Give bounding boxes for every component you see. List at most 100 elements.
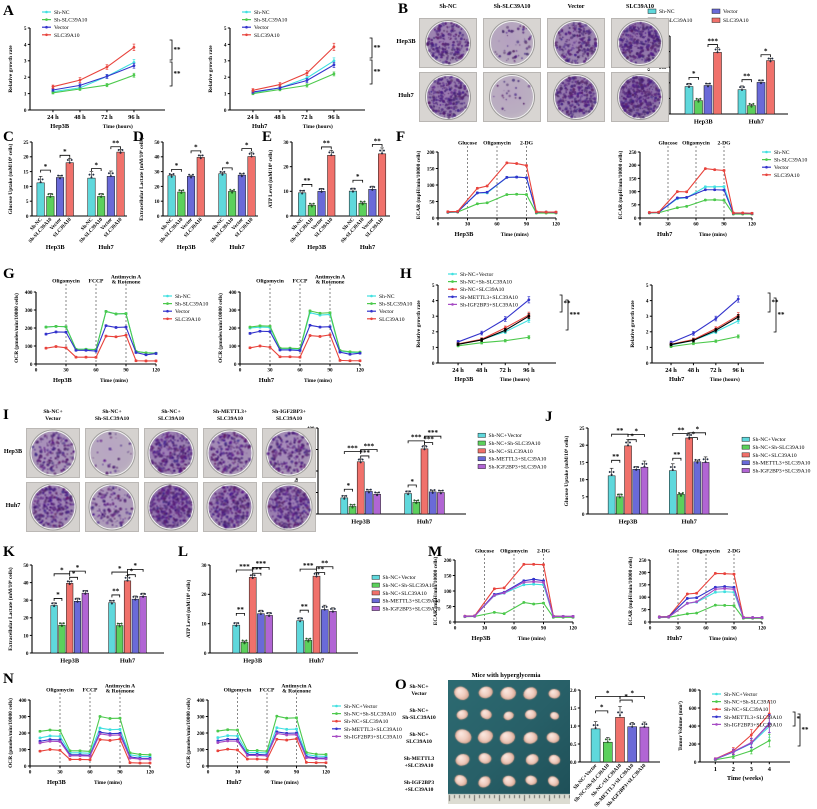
svg-text:15: 15 [23, 170, 29, 176]
panel-o-row-label: Sh-NC+ Vector [392, 684, 446, 697]
svg-text:Relative growth rate: Relative growth rate [8, 45, 14, 93]
svg-text:Time (mins): Time (mins) [518, 635, 546, 642]
panel-o-row-label: Sh-METTL3 +SLC39A10 [392, 756, 446, 769]
colony-well-image [144, 428, 198, 478]
colony-well-image [419, 72, 477, 122]
svg-text:1: 1 [24, 92, 27, 98]
svg-text:Sh-NC+Vector: Sh-NC+Vector [753, 437, 786, 443]
svg-text:0.5: 0.5 [570, 742, 577, 748]
svg-text:30: 30 [482, 626, 488, 632]
svg-text:72 h: 72 h [301, 114, 313, 121]
svg-text:50: 50 [429, 199, 435, 205]
svg-text:*: * [600, 704, 604, 712]
svg-text:Hep3B: Hep3B [619, 519, 639, 526]
svg-text:Sh-NC+Vector: Sh-NC+Vector [460, 272, 493, 278]
svg-text:50: 50 [446, 604, 452, 610]
svg-text:Time (hours): Time (hours) [710, 376, 740, 383]
svg-text:2: 2 [432, 330, 435, 336]
svg-text:**: ** [174, 46, 182, 54]
svg-text:Sh-SLC39A10: Sh-SLC39A10 [175, 302, 208, 308]
chart-O-weight: 0.00.51.01.52.0Tumor weight (g)Sh-NC+Vec… [555, 688, 660, 809]
panel-b-row-header: Hep3B [394, 38, 418, 45]
svg-text:FCCP: FCCP [89, 279, 104, 285]
svg-text:Hep3B: Hep3B [455, 231, 475, 238]
svg-text:Sh-NC+SLC39A10: Sh-NC+SLC39A10 [489, 449, 533, 455]
svg-text:ECAR (mpH/min/10000 cells): ECAR (mpH/min/10000 cells) [617, 151, 624, 220]
svg-text:SLC39A10: SLC39A10 [175, 317, 201, 323]
svg-text:100: 100 [444, 589, 452, 595]
svg-text:ECAR (mpH/min/10000 cells): ECAR (mpH/min/10000 cells) [415, 151, 422, 220]
svg-text:**: ** [237, 606, 245, 614]
svg-text:20: 20 [23, 616, 29, 622]
svg-text:Huh7: Huh7 [749, 119, 765, 126]
svg-text:Sh-METTL3+SLC39A10: Sh-METTL3+SLC39A10 [753, 461, 811, 467]
chart-M: 050100150200ECAR (mpH/min/10000 cells)0 3… [432, 549, 577, 643]
chart-F: 0 50 100 150 200 ECAR (mpH/min/10000 cells) 0 3… [415, 141, 560, 239]
svg-text:120: 120 [322, 770, 330, 776]
svg-text:90: 90 [117, 770, 123, 776]
chart-M2: 050100150200250ECAR (mpH/min/10000 cells… [627, 549, 766, 643]
svg-text:120: 120 [758, 626, 766, 632]
svg-text:Sh-METTL3+SLC39A10: Sh-METTL3+SLC39A10 [489, 457, 547, 463]
colony-well-image [483, 72, 541, 122]
svg-text:& Rotenone: & Rotenone [106, 689, 135, 695]
svg-text:Time (weeks): Time (weeks) [727, 775, 763, 782]
svg-text:120: 120 [569, 626, 577, 632]
panel-b-col-header: SLC39A10 [611, 4, 669, 10]
svg-text:Huh7: Huh7 [669, 376, 685, 383]
svg-text:SLC39A10: SLC39A10 [774, 173, 800, 179]
colony-well-image [144, 482, 198, 532]
svg-text:20: 20 [283, 165, 289, 171]
svg-text:30: 30 [465, 222, 471, 228]
svg-text:**: ** [304, 177, 312, 185]
svg-text:5: 5 [24, 26, 27, 32]
svg-text:Oligomycin: Oligomycin [256, 279, 285, 285]
svg-text:0: 0 [437, 222, 440, 228]
svg-text:2-DG: 2-DG [727, 549, 741, 555]
svg-text:90: 90 [327, 368, 333, 374]
svg-text:Sh-SLC39A10: Sh-SLC39A10 [54, 18, 87, 24]
svg-text:400: 400 [229, 290, 237, 296]
svg-text:OCR (pmoles/min/10000 cells): OCR (pmoles/min/10000 cells) [217, 293, 224, 363]
svg-text:48 h: 48 h [74, 114, 86, 121]
panel-i-col-header: Sh-METTL3+ SLC39A10 [199, 409, 261, 423]
svg-text:Sh-NC+Sh-SLC39A10: Sh-NC+Sh-SLC39A10 [489, 441, 541, 447]
svg-text:30: 30 [201, 563, 207, 569]
svg-text:90: 90 [524, 222, 530, 228]
svg-text:Time (hours): Time (hours) [500, 376, 530, 383]
svg-text:Time (mins): Time (mins) [709, 635, 737, 642]
svg-text:400: 400 [197, 698, 205, 704]
svg-text:1.5: 1.5 [570, 706, 577, 712]
svg-text:30: 30 [267, 368, 273, 374]
svg-text:& Rotenone: & Rotenone [112, 280, 141, 286]
svg-text:48 h: 48 h [688, 367, 700, 374]
svg-text:SLC39A10: SLC39A10 [379, 317, 405, 323]
svg-text:Time (mins): Time (mins) [699, 231, 727, 238]
svg-text:**: ** [673, 451, 681, 459]
svg-text:Huh7: Huh7 [657, 231, 673, 238]
chart-F2: 050100150200250ECAR (mpH/min/10000 cells… [617, 141, 807, 239]
svg-text:**: ** [743, 72, 751, 80]
svg-text:10: 10 [154, 199, 160, 205]
svg-text:10: 10 [23, 184, 29, 190]
svg-text:3: 3 [646, 314, 649, 320]
svg-text:*: * [356, 173, 360, 181]
svg-text:0: 0 [634, 216, 637, 222]
svg-text:72 h: 72 h [101, 114, 113, 121]
svg-text:Extracellular Lactate (mM/10⁶: Extracellular Lactate (mM/10⁶ cells) [138, 137, 145, 221]
svg-text:**: ** [112, 588, 120, 596]
svg-text:600: 600 [689, 706, 697, 712]
svg-text:**: ** [778, 311, 786, 319]
svg-text:Hep3B: Hep3B [177, 244, 197, 251]
svg-text:Sh-NC+SLC39A10: Sh-NC+SLC39A10 [460, 287, 504, 293]
svg-text:Huh7: Huh7 [667, 635, 683, 642]
chart-I: 0100200300400Number of coloniesHep3BHuh7… [294, 426, 547, 526]
svg-text:*: * [692, 70, 696, 78]
svg-text:Time (hours): Time (hours) [303, 123, 333, 130]
svg-text:**: ** [174, 70, 182, 78]
svg-text:OCR (pmoles/min/10000 cells): OCR (pmoles/min/10000 cells) [7, 698, 14, 768]
svg-text:Sh-NC+Sh-SLC39A10: Sh-NC+Sh-SLC39A10 [344, 712, 396, 718]
svg-text:Hep3B: Hep3B [351, 519, 371, 526]
svg-text:2-DG: 2-DG [537, 549, 551, 555]
svg-text:OCR (pmoles/min/10000 cells): OCR (pmoles/min/10000 cells) [13, 293, 20, 363]
